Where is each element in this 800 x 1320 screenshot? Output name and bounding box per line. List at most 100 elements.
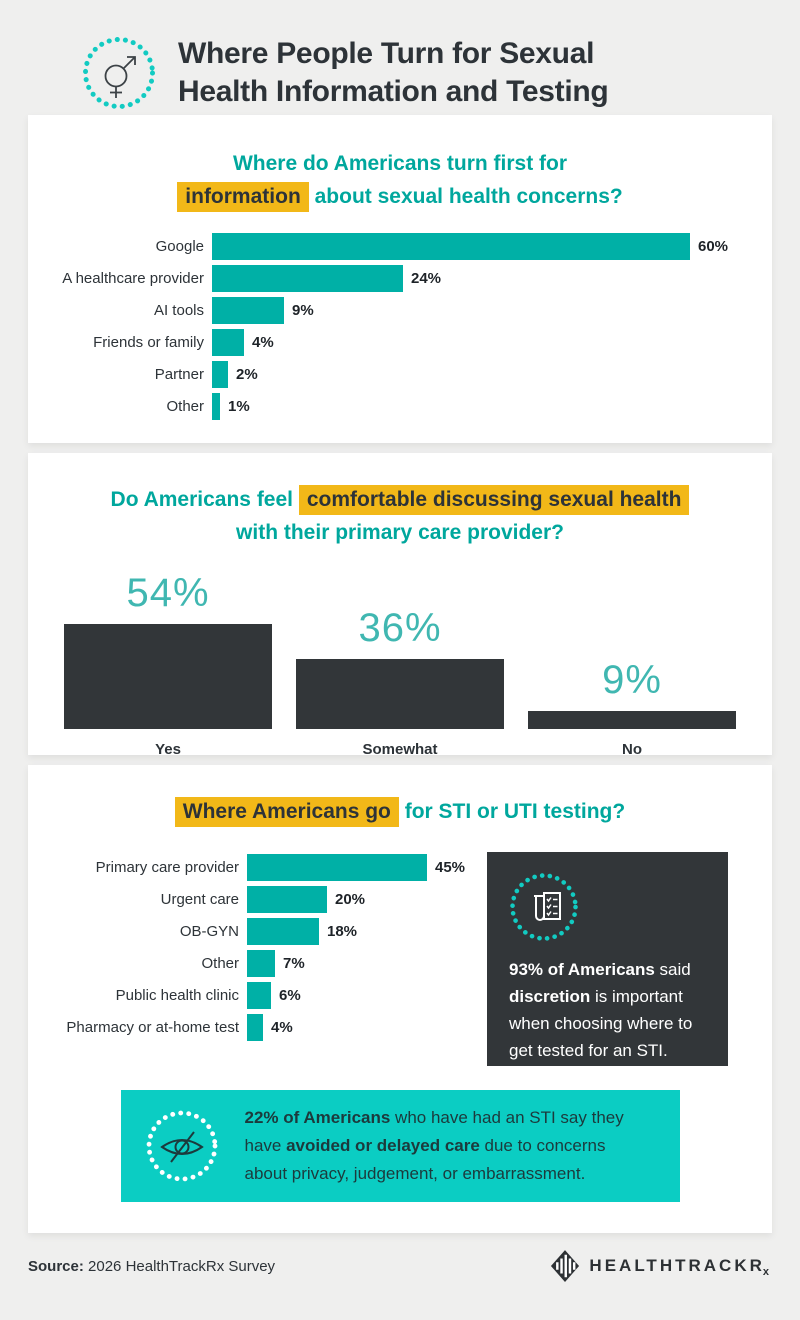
avoided-care-callout: 22% of Americans who have had an STI say… [120, 1090, 680, 1202]
eye-slash-icon [146, 1110, 217, 1182]
avoided-care-stat: 22% of Americans [244, 1108, 391, 1127]
bar [212, 393, 220, 420]
bar-category-label: Pharmacy or at-home test [66, 1019, 239, 1036]
bar [212, 233, 690, 260]
bar-row: A healthcare provider 24% [28, 265, 772, 292]
bar-row: Other 1% [28, 393, 772, 420]
gender-symbol-icon [83, 36, 155, 109]
bar-value-label: 20% [335, 891, 366, 908]
source-label: Source: [28, 1257, 84, 1275]
column-bar [528, 711, 736, 729]
bar-value-label: 1% [228, 398, 250, 415]
bar-category-label: AI tools [153, 302, 204, 319]
avoided-care-keyword: avoided or delayed care [286, 1136, 480, 1155]
discretion-stat: 93% of Americans [509, 960, 655, 979]
bar-value-label: 2% [236, 366, 258, 383]
bar-category-label: OB-GYN [179, 923, 239, 940]
bar-value-label: 60% [698, 238, 729, 255]
bar-value-label: 9% [292, 302, 314, 319]
bar [247, 982, 271, 1009]
bar-row: AI tools 9% [28, 297, 772, 324]
page-title: Where People Turn for Sexual Health Info… [178, 35, 609, 111]
bar-row: Friends or family 4% [28, 329, 772, 356]
source-text: 2026 HealthTrackRx Survey [83, 1257, 276, 1275]
chart2-columns: 54% Yes 36% Somewhat 9% No [28, 571, 772, 759]
bar-value-label: 45% [435, 859, 466, 876]
avoided-care-text-1: who have had an STI say they have [244, 1108, 624, 1155]
chart3-bars: Primary care provider 45% Urgent care 20… [28, 854, 487, 1066]
bar-row: OB-GYN 18% [28, 918, 487, 945]
bar [247, 1014, 263, 1041]
chart-card-testing-locations: Where Americans go for STI or UTI testin… [28, 765, 772, 1233]
chart2-title-highlight: comfortable discussing sexual health [298, 485, 690, 515]
column-category-label: No [622, 741, 642, 758]
bar-row: Primary care provider 45% [28, 854, 487, 881]
chart3-content-row: Primary care provider 45% Urgent care 20… [28, 852, 772, 1066]
bar [212, 361, 228, 388]
column-category-label: Somewhat [362, 741, 438, 758]
bar [247, 854, 427, 881]
bar-category-label: Urgent care [160, 891, 239, 908]
logo-text-sub: x [762, 1266, 772, 1278]
chart1-title-rest: about sexual health concerns? [308, 185, 623, 208]
bar-category-label: Partner [154, 366, 204, 383]
bar-row: Public health clinic 6% [28, 982, 487, 1009]
column-value-label: 54% [126, 571, 210, 615]
footer: Source: 2026 HealthTrackRx Survey HEALTH… [28, 1249, 772, 1283]
bar-row: Pharmacy or at-home test 4% [28, 1014, 487, 1041]
column-bar [64, 624, 272, 729]
column-group: 54% Yes [64, 571, 272, 759]
infographic-header: Where People Turn for Sexual Health Info… [0, 0, 800, 115]
bar-value-label: 18% [327, 923, 358, 940]
bar-category-label: Other [166, 398, 204, 415]
avoided-care-callout-text: 22% of Americans who have had an STI say… [245, 1104, 645, 1188]
avoided-care-text-2: due to concerns about privacy, judgement… [244, 1136, 606, 1183]
bar-category-label: Public health clinic [115, 987, 239, 1004]
chart2-title-line2: with their primary care provider? [236, 521, 564, 544]
logo-text-main: HEALTHTRACKR [589, 1256, 765, 1275]
bar-value-label: 4% [252, 334, 274, 351]
healthtrackrx-logo-icon [551, 1250, 580, 1282]
chart-card-information-sources: Where do Americans turn first for inform… [28, 115, 772, 443]
column-bar [296, 659, 504, 729]
chart3-title: Where Americans go for STI or UTI testin… [28, 795, 772, 828]
test-tube-checklist-icon [510, 873, 578, 941]
column-value-label: 36% [358, 606, 442, 650]
bar [247, 918, 319, 945]
logo-wordmark: HEALTHTRACKRx [589, 1256, 772, 1278]
bar-row: Urgent care 20% [28, 886, 487, 913]
bar-category-label: Google [155, 238, 204, 255]
bar [212, 265, 403, 292]
chart2-title: Do Americans feel comfortable discussing… [28, 483, 772, 549]
bar-value-label: 24% [411, 270, 442, 287]
discretion-text-2: is important when choosing where to get … [509, 987, 693, 1060]
bar-category-label: A healthcare provider [62, 270, 204, 287]
chart1-title: Where do Americans turn first for inform… [28, 147, 772, 213]
bar-value-label: 7% [283, 955, 305, 972]
chart2-title-pre: Do Americans feel [110, 488, 299, 511]
chart-card-comfort-discussing: Do Americans feel comfortable discussing… [28, 453, 772, 758]
chart1-title-highlight: information [177, 182, 309, 212]
discretion-callout-text: 93% of Americans said discretion is impo… [509, 956, 708, 1064]
discretion-keyword: discretion [509, 987, 591, 1006]
bar [247, 950, 275, 977]
bar [247, 886, 327, 913]
chart1-bars: Google 60% A healthcare provider 24% AI … [28, 233, 772, 420]
bar [212, 329, 244, 356]
bar-category-label: Other [201, 955, 239, 972]
source-note: Source: 2026 HealthTrackRx Survey [28, 1258, 275, 1275]
column-group: 36% Somewhat [296, 606, 504, 759]
discretion-callout: 93% of Americans said discretion is impo… [487, 852, 728, 1066]
bar-row: Partner 2% [28, 361, 772, 388]
bar-value-label: 4% [271, 1019, 293, 1036]
bar-value-label: 6% [279, 987, 301, 1004]
column-value-label: 9% [602, 658, 662, 702]
bar [212, 297, 284, 324]
column-category-label: Yes [155, 741, 181, 758]
healthtrackrx-logo: HEALTHTRACKRx [550, 1249, 772, 1283]
page-title-line1: Where People Turn for Sexual [178, 36, 595, 70]
bar-row: Google 60% [28, 233, 772, 260]
chart3-title-rest: for STI or UTI testing? [398, 800, 626, 823]
bar-category-label: Primary care provider [95, 859, 239, 876]
chart3-title-highlight: Where Americans go [174, 797, 399, 827]
